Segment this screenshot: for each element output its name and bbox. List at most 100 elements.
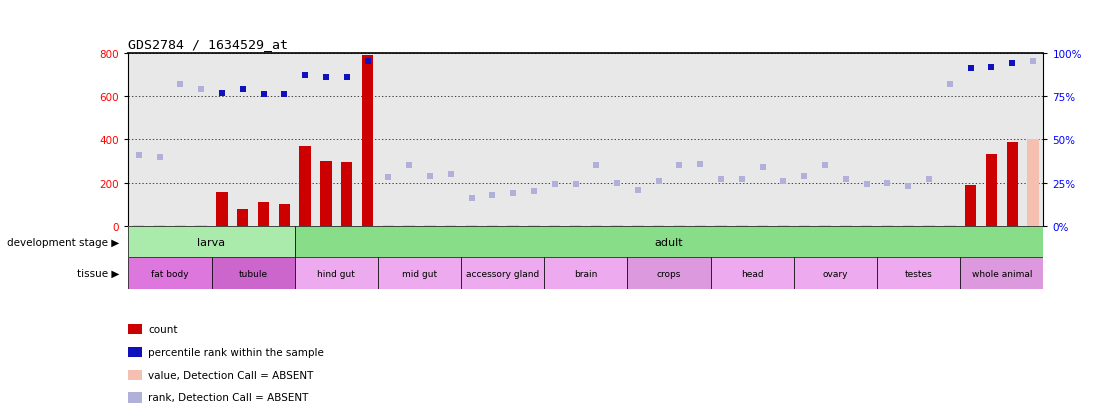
- Point: [1024, 59, 1042, 66]
- Point: [712, 176, 730, 183]
- Bar: [341, 163, 353, 226]
- Text: hind gut: hind gut: [317, 269, 355, 278]
- Bar: [612, 225, 623, 226]
- Bar: [1007, 142, 1018, 226]
- Bar: [508, 225, 519, 226]
- Bar: [819, 225, 830, 226]
- Point: [753, 164, 771, 171]
- Text: mid gut: mid gut: [402, 269, 437, 278]
- Point: [276, 92, 294, 98]
- Point: [401, 163, 418, 169]
- Point: [254, 92, 272, 98]
- Bar: [882, 225, 893, 226]
- Point: [504, 190, 522, 197]
- Bar: [362, 56, 373, 226]
- Point: [816, 163, 834, 169]
- Bar: [295, 258, 378, 289]
- Bar: [237, 209, 249, 226]
- Point: [358, 59, 376, 66]
- Bar: [383, 225, 394, 226]
- Bar: [960, 258, 1043, 289]
- Bar: [212, 258, 295, 289]
- Point: [671, 163, 689, 169]
- Point: [151, 154, 169, 161]
- Bar: [985, 155, 998, 226]
- Text: brain: brain: [575, 269, 597, 278]
- Point: [650, 178, 667, 185]
- Bar: [799, 225, 810, 226]
- Point: [379, 175, 397, 181]
- Bar: [279, 205, 290, 226]
- Text: rank, Detection Call = ABSENT: rank, Detection Call = ABSENT: [148, 392, 309, 403]
- Text: accessory gland: accessory gland: [466, 269, 539, 278]
- Text: percentile rank within the sample: percentile rank within the sample: [148, 347, 325, 357]
- Text: adult: adult: [655, 237, 683, 247]
- Bar: [944, 225, 955, 226]
- Bar: [923, 225, 935, 226]
- Bar: [627, 258, 711, 289]
- Point: [442, 171, 460, 178]
- Text: larva: larva: [198, 237, 225, 247]
- Point: [796, 173, 814, 180]
- Bar: [528, 225, 540, 226]
- Text: whole animal: whole animal: [972, 269, 1032, 278]
- Bar: [154, 225, 165, 226]
- Bar: [965, 185, 976, 226]
- Point: [192, 87, 210, 93]
- Bar: [174, 225, 186, 226]
- Point: [338, 75, 356, 81]
- Bar: [711, 258, 793, 289]
- Text: testes: testes: [905, 269, 933, 278]
- Text: tubule: tubule: [239, 269, 268, 278]
- Bar: [1028, 140, 1039, 226]
- Bar: [465, 225, 478, 226]
- Point: [608, 180, 626, 187]
- Point: [525, 188, 542, 195]
- Bar: [258, 203, 269, 226]
- Text: count: count: [148, 324, 177, 335]
- Bar: [424, 225, 435, 226]
- Bar: [860, 225, 873, 226]
- Point: [733, 176, 751, 183]
- Bar: [549, 225, 560, 226]
- Point: [483, 192, 501, 199]
- Bar: [320, 161, 331, 226]
- Point: [567, 182, 585, 188]
- Point: [692, 161, 710, 168]
- Point: [629, 187, 647, 193]
- Bar: [128, 258, 212, 289]
- Point: [587, 163, 605, 169]
- Text: tissue ▶: tissue ▶: [77, 268, 119, 278]
- Point: [129, 152, 147, 159]
- Point: [234, 87, 252, 93]
- Bar: [133, 225, 144, 226]
- Point: [213, 90, 231, 97]
- Point: [858, 182, 876, 188]
- Text: fat body: fat body: [151, 269, 189, 278]
- Bar: [632, 225, 644, 226]
- Bar: [195, 225, 206, 226]
- Point: [837, 176, 855, 183]
- Point: [172, 81, 190, 88]
- Text: development stage ▶: development stage ▶: [7, 237, 119, 247]
- Bar: [757, 225, 769, 226]
- Point: [463, 195, 481, 202]
- Text: ovary: ovary: [822, 269, 848, 278]
- Bar: [217, 193, 228, 226]
- Bar: [737, 225, 748, 226]
- Point: [296, 73, 314, 79]
- Text: value, Detection Call = ABSENT: value, Detection Call = ABSENT: [148, 370, 314, 380]
- Bar: [715, 225, 727, 226]
- Bar: [128, 226, 295, 258]
- Point: [920, 176, 937, 183]
- Bar: [694, 225, 706, 226]
- Point: [962, 66, 980, 73]
- Bar: [778, 225, 789, 226]
- Point: [1003, 61, 1021, 67]
- Point: [546, 182, 564, 188]
- Bar: [445, 225, 456, 226]
- Bar: [674, 225, 685, 226]
- Bar: [378, 258, 461, 289]
- Bar: [299, 147, 311, 226]
- Point: [941, 81, 959, 88]
